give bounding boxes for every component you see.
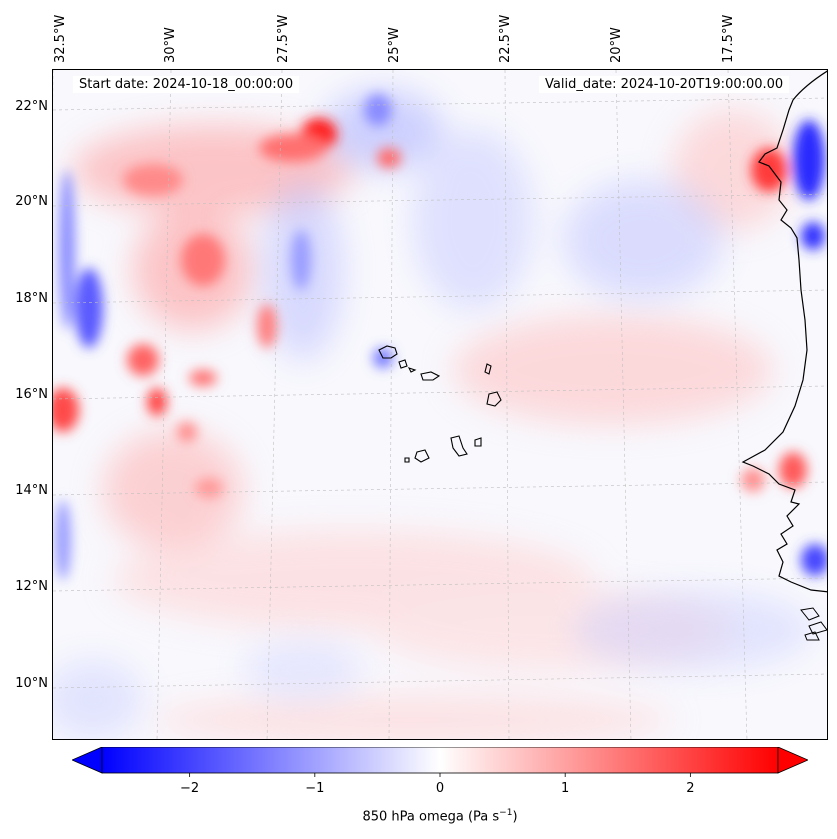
omega-blob (181, 234, 225, 286)
omega-blob (377, 148, 401, 168)
omega-blob (751, 148, 787, 192)
omega-blob (793, 120, 825, 200)
omega-blob (259, 134, 327, 162)
island-brava (404, 457, 410, 463)
colorbar-body (101, 747, 779, 774)
lat-label-12n: 12°N (15, 579, 48, 594)
meridian-line (156, 70, 172, 739)
omega-blob (413, 130, 533, 310)
omega-blob (801, 544, 827, 576)
island-sal (484, 363, 492, 375)
omega-blob (123, 164, 183, 196)
omega-blob (147, 388, 167, 416)
island-sao-nicolau (420, 371, 441, 381)
meridian-line (727, 70, 748, 739)
lon-label-32-5w: 32.5°W (53, 14, 68, 63)
colorbar-tick-label: 0 (435, 781, 445, 796)
island-sao-vicente (398, 359, 408, 369)
omega-blob (103, 430, 243, 550)
graticule (53, 70, 827, 739)
lat-label-20n: 20°N (15, 194, 48, 209)
meridian-line (266, 70, 283, 739)
map-panel (52, 69, 828, 740)
lon-label-17-5w: 17.5°W (721, 14, 736, 63)
omega-blob (573, 590, 813, 670)
meridian-line (504, 70, 510, 739)
omega-blob (53, 388, 79, 432)
colorbar-label-text: 850 hPa omega (Pa s (362, 809, 500, 825)
bijagos-islands (800, 607, 827, 641)
omega-blob (53, 660, 143, 739)
omega-blob (673, 110, 793, 230)
omega-field (53, 90, 827, 739)
lat-label-16n: 16°N (15, 387, 48, 402)
cabo-verde-islands (378, 345, 502, 463)
omega-blob (59, 170, 75, 330)
omega-blob (291, 230, 311, 290)
omega-blob (127, 344, 159, 376)
colorbar-tick-label: 1 (561, 781, 570, 796)
omega-blob (75, 268, 103, 348)
omega-blob (177, 422, 197, 442)
omega-blob (153, 695, 673, 739)
omega-blob (801, 222, 825, 250)
colorbar (72, 747, 808, 777)
omega-blob (364, 94, 392, 126)
parallel-line (53, 97, 827, 111)
meridian-line (615, 70, 632, 739)
omega-blob (741, 468, 765, 492)
omega-blob (257, 304, 277, 348)
colorbar-extend-high (777, 747, 808, 774)
lon-label-20w: 20°W (609, 27, 624, 63)
parallel-line (53, 673, 827, 689)
island-maio (474, 437, 482, 447)
colorbar-extend-low (72, 747, 103, 774)
africa-coastline (741, 70, 827, 593)
island-santo-antao (378, 345, 398, 359)
lat-label-18n: 18°N (15, 291, 48, 306)
island-santa-luzia (407, 367, 417, 373)
omega-blob (453, 315, 773, 425)
start-date-label: Start date: 2024-10-18_00:00:00 (73, 76, 300, 93)
colorbar-tick-label: −1 (305, 781, 325, 796)
colorbar-tick-label: −2 (180, 781, 200, 796)
island-fogo (414, 449, 430, 463)
omega-blob (563, 180, 723, 300)
meridian-line (388, 70, 394, 739)
colorbar-label-exponent: −1 (499, 808, 513, 818)
colorbar-tick-label: 2 (686, 781, 695, 796)
omega-blob (189, 370, 217, 386)
lat-label-14n: 14°N (15, 483, 48, 498)
lon-label-27-5w: 27.5°W (276, 14, 291, 63)
lon-label-25w: 25°W (387, 27, 402, 63)
lon-label-22-5w: 22.5°W (498, 14, 513, 63)
omega-blob (55, 500, 71, 580)
lat-label-10n: 10°N (15, 676, 48, 691)
island-boa-vista (486, 391, 502, 407)
omega-blob (195, 478, 223, 498)
colorbar-label: 850 hPa omega (Pa s−1) (0, 808, 837, 824)
island-santiago (450, 435, 468, 457)
omega-blob (243, 640, 363, 700)
omega-blob (323, 90, 443, 170)
colorbar-label-close: ) (512, 809, 518, 825)
omega-blob (779, 452, 807, 488)
lon-label-30w: 30°W (163, 27, 178, 63)
lat-label-22n: 22°N (15, 99, 48, 114)
valid-date-label: Valid_date: 2024-10-20T19:00:00.00 (539, 76, 790, 93)
